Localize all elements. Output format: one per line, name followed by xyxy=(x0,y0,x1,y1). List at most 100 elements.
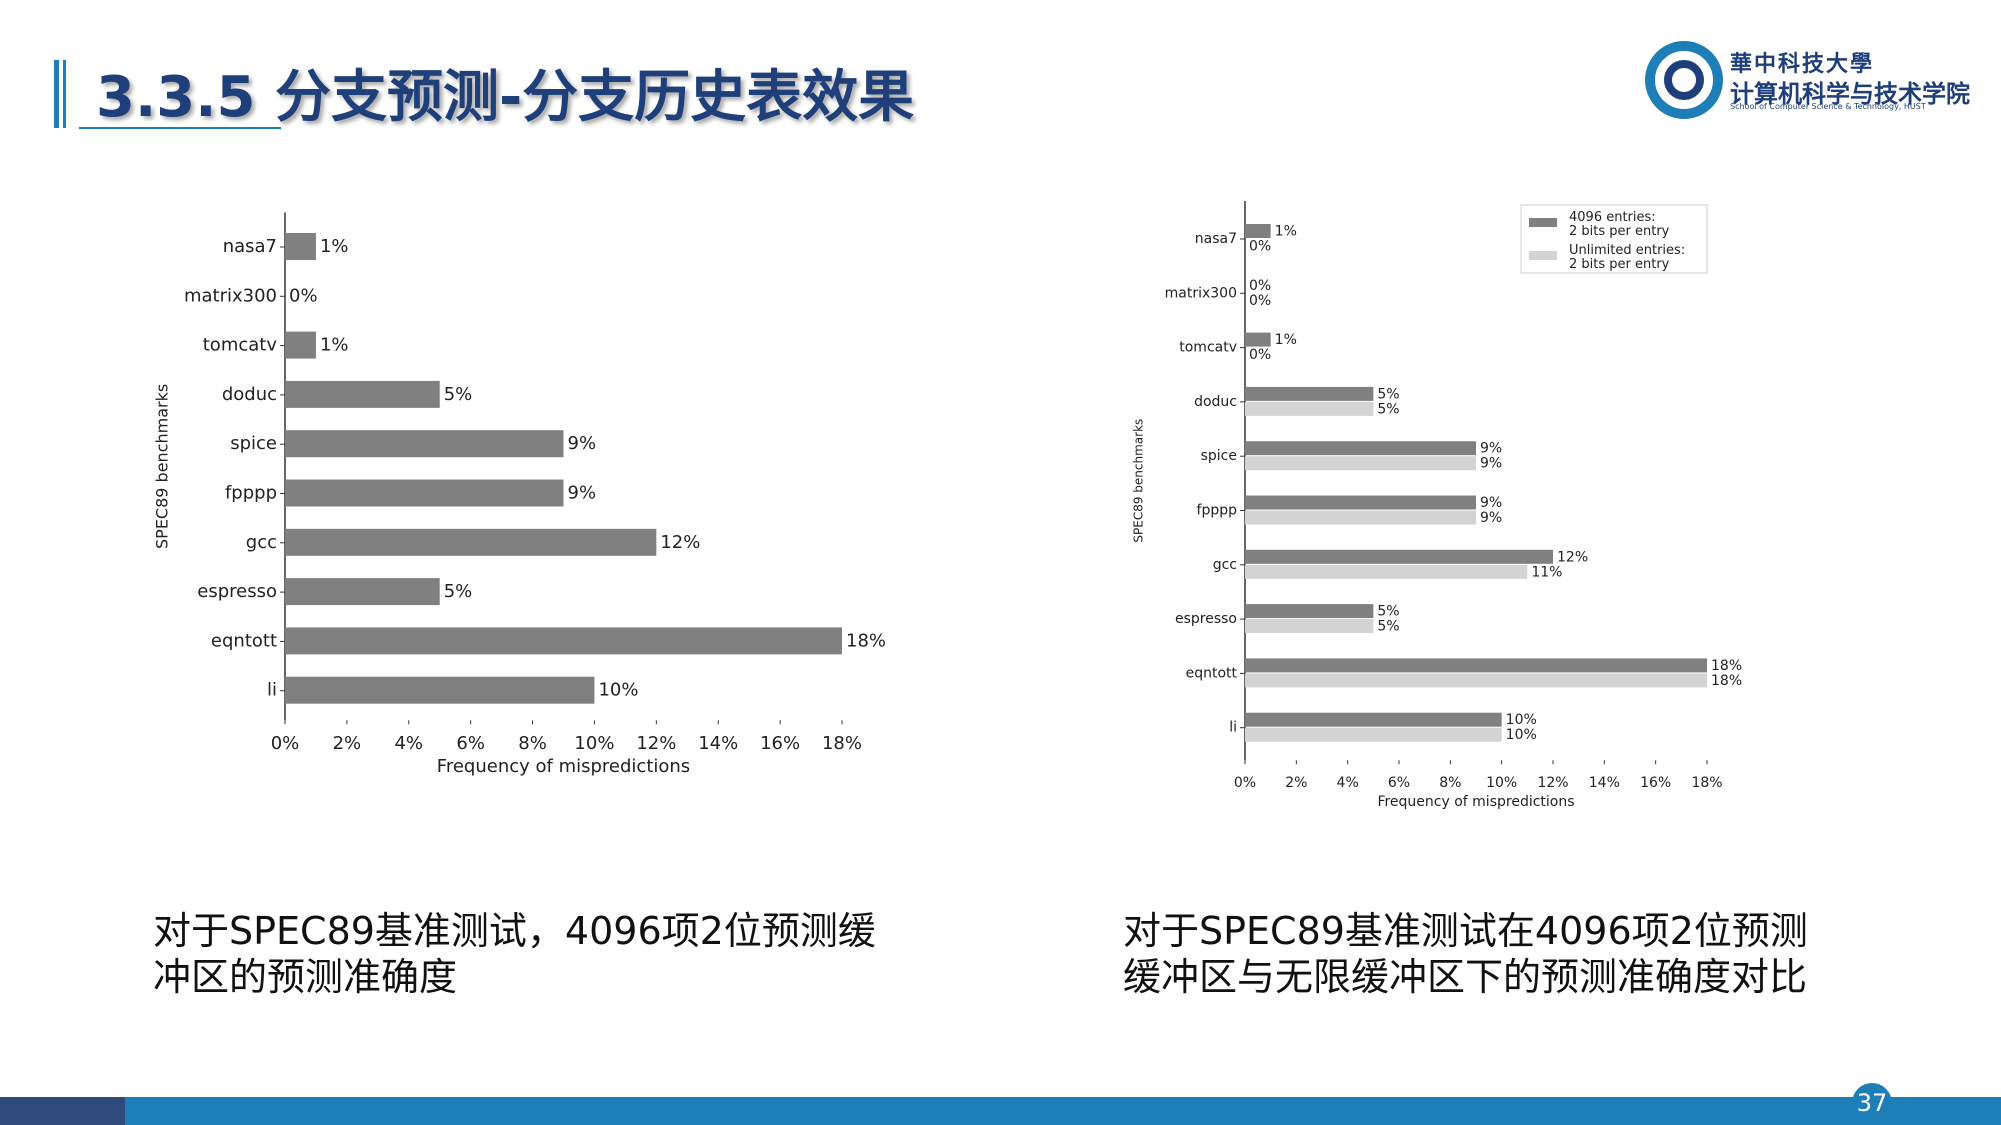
x-tick-label: 8% xyxy=(1439,775,1461,791)
caption: 对于SPEC89基准测试，4096项2位预测缓冲区的预测准确度 xyxy=(153,909,876,999)
bar xyxy=(1245,549,1553,564)
x-tick-label: 10% xyxy=(1486,775,1517,791)
value-label: 0% xyxy=(1249,278,1271,294)
bar xyxy=(1245,619,1374,634)
value-label: 5% xyxy=(1377,604,1399,620)
legend-box xyxy=(1520,204,1708,274)
bar xyxy=(1245,712,1502,727)
value-label: 0% xyxy=(289,285,318,306)
bar xyxy=(285,578,440,606)
y-tick-label: spice xyxy=(230,433,277,454)
x-tick-label: 12% xyxy=(636,733,676,754)
y-tick-label: tomcatv xyxy=(203,335,278,356)
y-tick-label: tomcatv xyxy=(1179,340,1237,356)
legend-entry: 4096 entries: 2 bits per entry xyxy=(1569,209,1670,239)
x-axis-label: Frequency of mispredictions xyxy=(437,756,690,777)
value-label: 11% xyxy=(1531,564,1562,580)
bar xyxy=(285,380,440,408)
bar xyxy=(1245,224,1271,238)
y-axis-label: SPEC89 benchmarks xyxy=(153,384,172,549)
bar xyxy=(1245,495,1476,510)
value-label: 9% xyxy=(1480,510,1502,526)
x-axis-label: Frequency of mispredictions xyxy=(1377,794,1574,810)
bar xyxy=(1245,658,1707,673)
logo-text: 華中科技大學 xyxy=(1730,51,1875,77)
x-tick-label: 14% xyxy=(1589,775,1620,791)
value-label: 18% xyxy=(1711,658,1742,674)
y-tick-label: eqntott xyxy=(211,630,277,651)
caption: 对于SPEC89基准测试在4096项2位预测缓冲区与无限缓冲区下的预测准确度对比 xyxy=(1123,909,1808,999)
x-tick-label: 0% xyxy=(1234,775,1256,791)
value-label: 5% xyxy=(444,581,473,602)
y-tick-label: espresso xyxy=(1175,611,1237,627)
x-tick-label: 2% xyxy=(333,733,362,754)
y-tick-label: doduc xyxy=(222,384,277,405)
bar xyxy=(285,627,842,655)
legend-swatch xyxy=(1529,250,1557,260)
value-label: 10% xyxy=(598,680,638,701)
y-tick-label: li xyxy=(1229,720,1237,736)
bar xyxy=(285,430,564,458)
x-tick-label: 16% xyxy=(760,733,800,754)
value-label: 9% xyxy=(1480,441,1502,457)
bar xyxy=(1245,332,1271,347)
x-tick-label: 8% xyxy=(518,733,547,754)
value-label: 1% xyxy=(1275,332,1297,348)
y-tick-label: eqntott xyxy=(1186,665,1238,681)
bar xyxy=(285,528,657,556)
value-label: 1% xyxy=(320,335,349,356)
value-label: 12% xyxy=(1557,549,1588,565)
logo-mark xyxy=(1664,60,1704,100)
value-label: 1% xyxy=(1275,224,1297,240)
value-label: 0% xyxy=(1249,239,1271,255)
x-tick-label: 12% xyxy=(1537,775,1568,791)
y-tick-label: doduc xyxy=(1194,394,1237,410)
x-tick-label: 14% xyxy=(698,733,738,754)
y-tick-label: li xyxy=(267,680,277,701)
value-label: 9% xyxy=(568,433,597,454)
value-label: 1% xyxy=(320,236,349,257)
y-tick-label: nasa7 xyxy=(223,236,277,257)
value-label: 5% xyxy=(1377,401,1399,417)
logo-mark xyxy=(1645,41,1723,119)
value-label: 0% xyxy=(1249,293,1271,309)
value-label: 9% xyxy=(568,483,597,504)
x-tick-label: 10% xyxy=(574,733,614,754)
x-tick-label: 6% xyxy=(456,733,485,754)
y-tick-label: matrix300 xyxy=(184,285,277,306)
legend-swatch xyxy=(1529,217,1557,227)
bar xyxy=(285,233,316,260)
y-tick-label: nasa7 xyxy=(1195,231,1237,247)
bar xyxy=(285,479,564,507)
title-bar xyxy=(54,60,59,128)
y-tick-label: fpppp xyxy=(225,483,277,504)
bar xyxy=(285,331,316,359)
bar xyxy=(1245,604,1374,619)
bar xyxy=(1245,510,1476,525)
y-tick-label: espresso xyxy=(197,581,277,602)
page-number: 37 xyxy=(1852,1083,1892,1123)
bar xyxy=(1245,673,1707,688)
y-tick-label: fpppp xyxy=(1197,503,1238,519)
value-label: 12% xyxy=(660,532,700,553)
value-label: 18% xyxy=(1711,673,1742,689)
bar xyxy=(1245,564,1528,579)
value-label: 0% xyxy=(1249,347,1271,363)
value-label: 9% xyxy=(1480,495,1502,511)
bar xyxy=(1245,401,1374,416)
logo-text: School of Computer Science & Technology,… xyxy=(1730,102,1926,111)
value-label: 10% xyxy=(1506,712,1537,728)
y-tick-label: gcc xyxy=(1213,557,1237,573)
footer-bar xyxy=(0,1097,125,1125)
y-axis-label: SPEC89 benchmarks xyxy=(1132,419,1146,543)
y-tick-label: matrix300 xyxy=(1165,285,1237,301)
x-tick-label: 4% xyxy=(394,733,423,754)
value-label: 5% xyxy=(444,384,473,405)
footer-bar xyxy=(125,1097,2001,1125)
value-label: 18% xyxy=(846,630,886,651)
x-tick-label: 4% xyxy=(1337,775,1359,791)
x-tick-label: 2% xyxy=(1285,775,1307,791)
value-label: 9% xyxy=(1480,456,1502,472)
